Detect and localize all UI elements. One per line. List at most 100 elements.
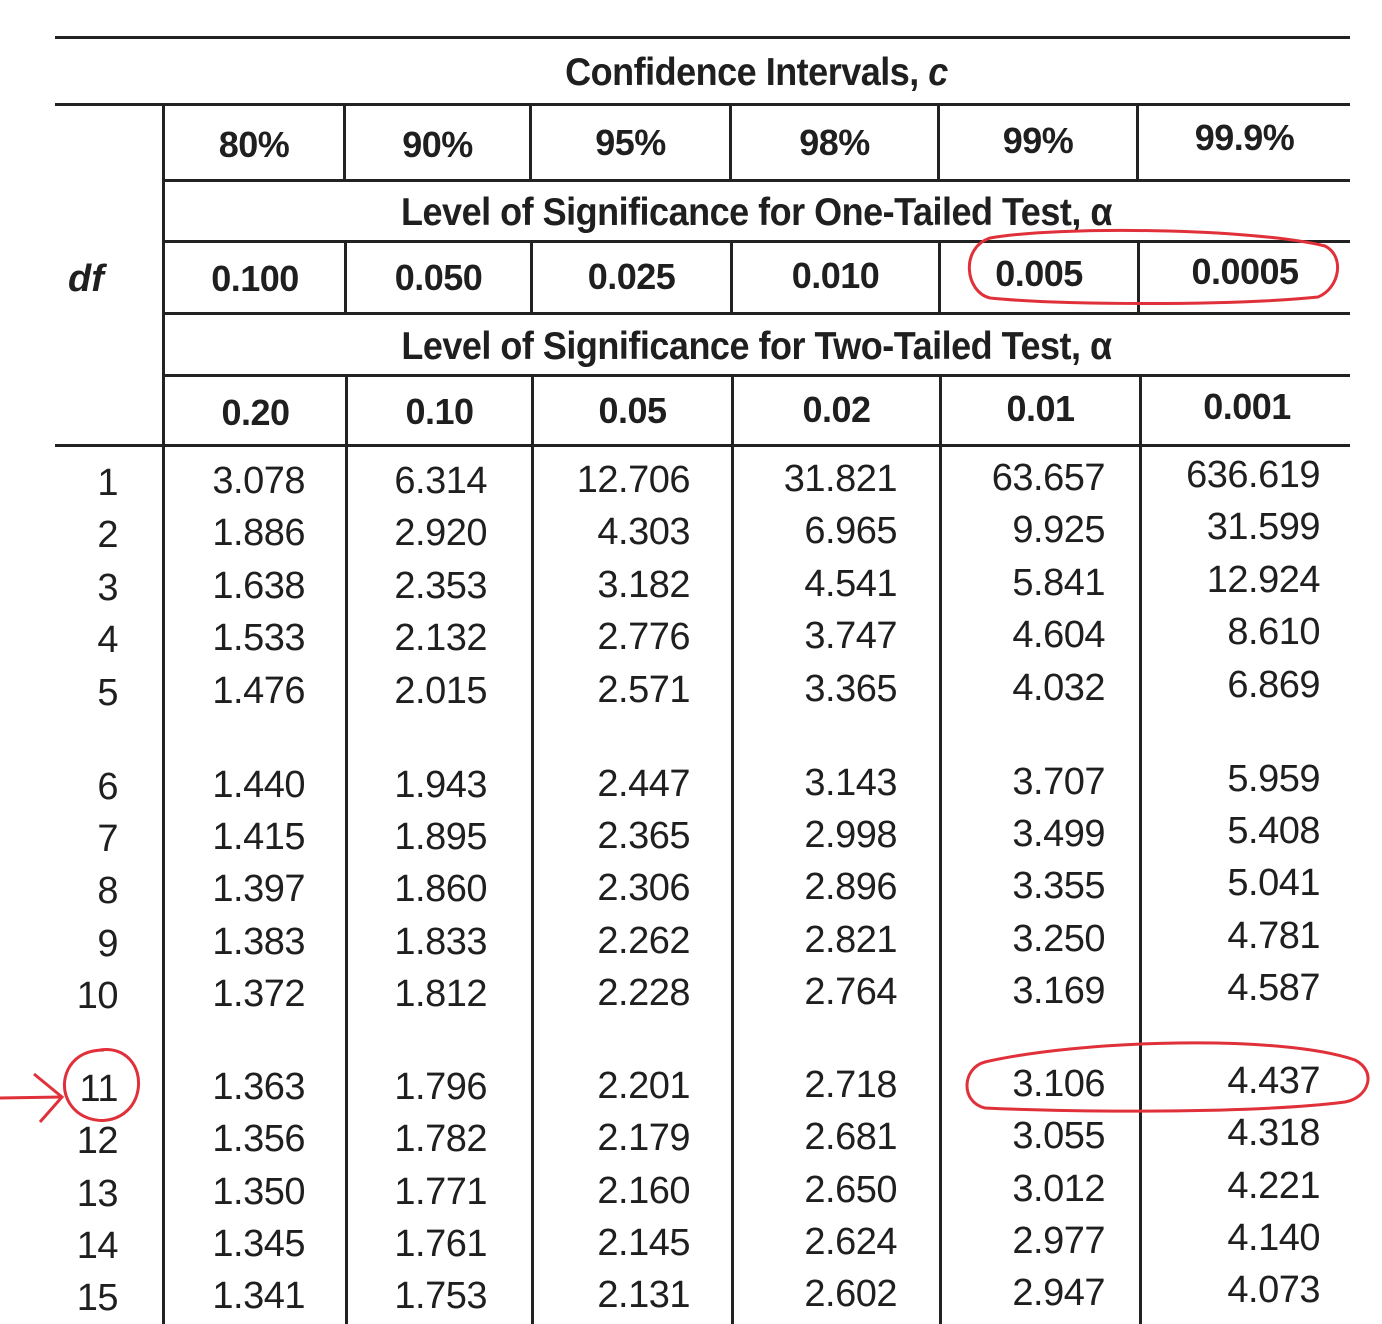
critical-value-cell: 1.533 <box>212 617 305 659</box>
critical-value-cell: 4.318 <box>1227 1112 1320 1154</box>
critical-value-cell: 1.753 <box>394 1275 487 1317</box>
critical-value-cell: 2.179 <box>597 1117 690 1159</box>
one-tailed-alpha: 0.100 <box>211 258 299 299</box>
two-tailed-alpha: 0.10 <box>405 391 474 432</box>
df-value: 8 <box>97 870 118 912</box>
critical-value-cell: 4.781 <box>1227 915 1320 957</box>
critical-value-cell: 2.998 <box>804 814 897 856</box>
critical-value-cell: 1.796 <box>394 1066 487 1108</box>
critical-value-cell: 2.821 <box>804 919 897 961</box>
df-value: 3 <box>97 567 118 609</box>
rule-below-one-tailed-title <box>163 240 1350 243</box>
column-divider <box>1139 374 1142 1324</box>
critical-value-cell: 2.896 <box>804 866 897 908</box>
column-divider <box>530 240 533 312</box>
critical-value-cell: 1.345 <box>212 1223 305 1265</box>
critical-value-cell: 6.314 <box>394 460 487 502</box>
critical-value-cell: 3.747 <box>804 615 897 657</box>
critical-value-cell: 3.365 <box>804 668 897 710</box>
header-bottom-rule <box>55 444 1350 447</box>
df-value: 5 <box>97 672 118 714</box>
critical-value-cell: 12.924 <box>1206 559 1321 601</box>
critical-value-cell: 3.106 <box>1012 1063 1105 1105</box>
df-value: 11 <box>79 1068 119 1110</box>
critical-value-cell: 5.408 <box>1227 810 1320 852</box>
critical-value-cell: 2.262 <box>597 920 690 962</box>
top-rule <box>55 36 1350 39</box>
critical-value-cell: 2.764 <box>804 971 897 1013</box>
critical-value-cell: 4.073 <box>1227 1269 1320 1311</box>
critical-value-cell: 63.657 <box>991 457 1106 499</box>
rule-below-one-tailed-alphas <box>163 312 1350 315</box>
critical-value-cell: 31.821 <box>783 458 898 500</box>
critical-value-cell: 8.610 <box>1227 611 1320 653</box>
rule-below-two-tailed-title <box>163 374 1350 377</box>
critical-value-cell: 3.078 <box>212 460 305 502</box>
critical-value-cell: 1.782 <box>394 1118 487 1160</box>
two-tailed-alpha: 0.20 <box>221 392 290 433</box>
confidence-level-95: 95% <box>595 122 666 163</box>
critical-value-cell: 3.169 <box>1012 970 1105 1012</box>
two-tailed-title: Level of Significance for Two-Tailed Tes… <box>401 323 1112 368</box>
critical-value-cell: 1.812 <box>394 973 487 1015</box>
column-divider <box>731 374 734 1324</box>
critical-value-cell: 3.707 <box>1012 761 1105 803</box>
critical-value-cell: 1.943 <box>394 764 487 806</box>
critical-value-cell: 1.363 <box>212 1066 305 1108</box>
critical-value-cell: 636.619 <box>1186 454 1320 496</box>
two-tailed-alpha: 0.02 <box>802 389 871 430</box>
column-divider <box>531 374 534 1324</box>
critical-value-cell: 4.541 <box>804 563 897 605</box>
one-tailed-alpha: 0.025 <box>587 256 676 297</box>
confidence-intervals-title: Confidence Intervals, c <box>163 48 1350 96</box>
df-value: 4 <box>97 619 118 661</box>
df-value: 7 <box>97 818 118 860</box>
critical-value-cell: 2.306 <box>597 867 690 909</box>
df-value: 2 <box>97 514 118 556</box>
critical-value-cell: 1.372 <box>212 973 305 1015</box>
confidence-level-98: 98% <box>799 122 870 163</box>
critical-value-cell: 1.833 <box>394 921 487 963</box>
critical-value-cell: 2.920 <box>394 512 487 554</box>
critical-value-cell: 1.356 <box>212 1118 305 1160</box>
critical-value-cell: 2.602 <box>804 1273 897 1315</box>
one-tailed-alpha: 0.0005 <box>1191 251 1299 292</box>
critical-value-cell: 1.771 <box>394 1171 487 1213</box>
df-column-header: df <box>68 258 104 300</box>
critical-value-cell: 2.776 <box>597 616 690 658</box>
confidence-level-99-9: 99.9% <box>1194 117 1295 158</box>
df-value: 13 <box>76 1173 119 1215</box>
rule-below-confidence-levels <box>163 179 1350 182</box>
df-value: 6 <box>97 766 118 808</box>
critical-value-cell: 1.895 <box>394 816 487 858</box>
critical-value-cell: 2.571 <box>597 669 690 711</box>
critical-value-cell: 2.131 <box>597 1274 690 1316</box>
critical-value-cell: 4.032 <box>1012 667 1105 709</box>
critical-value-cell: 2.201 <box>597 1065 690 1107</box>
critical-value-cell: 1.638 <box>212 565 305 607</box>
df-value: 1 <box>97 462 118 504</box>
df-value: 12 <box>76 1120 119 1162</box>
column-divider <box>1136 103 1139 179</box>
critical-value-cell: 2.353 <box>394 565 487 607</box>
df-column-divider <box>162 103 165 1324</box>
critical-value-cell: 6.869 <box>1227 664 1320 706</box>
critical-value-cell: 5.959 <box>1227 758 1320 800</box>
critical-value-cell: 1.476 <box>212 670 305 712</box>
critical-value-cell: 1.761 <box>394 1223 487 1265</box>
critical-value-cell: 3.012 <box>1012 1168 1105 1210</box>
critical-value-cell: 3.055 <box>1012 1115 1105 1157</box>
df-value: 14 <box>76 1225 119 1267</box>
one-tailed-alpha: 0.010 <box>791 255 880 296</box>
one-tailed-alpha: 0.005 <box>995 253 1083 294</box>
rule-below-confidence-title <box>55 103 1350 106</box>
df-value: 9 <box>97 923 118 965</box>
column-divider <box>729 103 732 179</box>
confidence-level-80: 80% <box>218 124 290 165</box>
critical-value-cell: 1.440 <box>212 764 305 806</box>
two-tailed-alpha: 0.001 <box>1203 386 1291 427</box>
critical-value-cell: 3.182 <box>597 564 690 606</box>
critical-value-cell: 1.860 <box>394 868 487 910</box>
critical-value-cell: 2.947 <box>1012 1272 1105 1314</box>
critical-value-cell: 4.140 <box>1227 1217 1320 1259</box>
